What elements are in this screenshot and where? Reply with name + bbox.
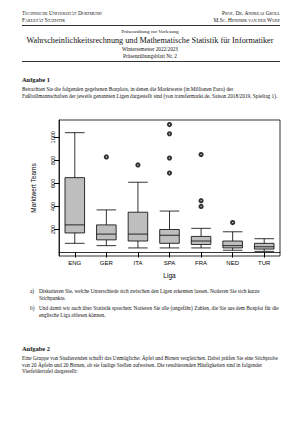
svg-text:Liga: Liga: [163, 272, 176, 280]
html-text:Wintersemester 2022/2023: Wintersemester 2022/2023: [122, 46, 178, 52]
svg-text:ENG: ENG: [68, 260, 81, 266]
svg-text:TUR: TUR: [258, 260, 271, 266]
html-text:Technische Universität Dortmun: Technische Universität Dortmund: [22, 10, 102, 16]
html-text:Präsenzübung zur Vorlesung: Präsenzübung zur Vorlesung: [121, 29, 179, 34]
html-text:Eine Gruppe von Studierenden s: Eine Gruppe von Studierenden schafft das…: [22, 355, 278, 375]
html-text:Diskutieren Sie, welche Unters: Diskutieren Sie, welche Unterschiede sic…: [39, 288, 260, 301]
html-text:Betrachten Sie die folgenden g: Betrachten Sie die folgenden gegebenen B…: [22, 86, 278, 99]
svg-text:600: 600: [50, 179, 56, 188]
html-text:a): a): [30, 288, 35, 294]
svg-text:NED: NED: [226, 260, 239, 266]
html-text:Und damit wir auch über Statis: Und damit wir auch über Statistik sprech…: [39, 305, 279, 318]
html-text:Aufgabe 2: Aufgabe 2: [22, 345, 50, 352]
svg-text:Marktwert Teams: Marktwert Teams: [30, 163, 37, 213]
svg-text:800: 800: [50, 156, 56, 165]
svg-text:GER: GER: [100, 260, 114, 266]
html-text:Fakultät Statistik: Fakultät Statistik: [22, 16, 66, 23]
html-text:Präsenzübungsblatt Nr. 2: Präsenzübungsblatt Nr. 2: [123, 53, 177, 59]
html-text:Wahrscheinlichkeitsrechnung un: Wahrscheinlichkeitsrechnung und Mathemat…: [26, 36, 274, 45]
svg-text:1000: 1000: [50, 131, 56, 143]
svg-text:200: 200: [50, 225, 56, 234]
html-text:Aufgabe 1: Aufgabe 1: [22, 76, 50, 83]
svg-text:FRA: FRA: [195, 260, 207, 266]
svg-text:400: 400: [50, 202, 56, 211]
html-text:b): b): [30, 305, 35, 312]
html-text:M.Sc. Hendrik van der Wurp: M.Sc. Hendrik van der Wurp: [213, 16, 280, 23]
svg-text:SPA: SPA: [164, 260, 176, 266]
html-text:Prof. Dr. Andreas Groll: Prof. Dr. Andreas Groll: [222, 10, 280, 16]
svg-text:ITA: ITA: [133, 260, 142, 266]
